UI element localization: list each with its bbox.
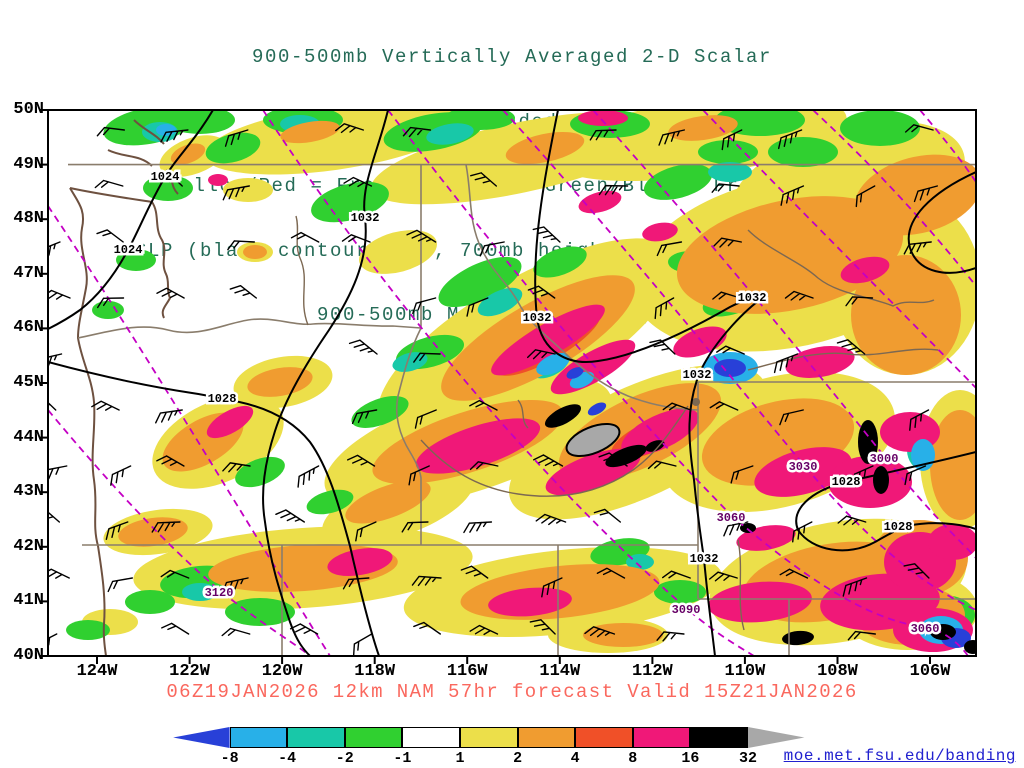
mslp-contours xyxy=(48,110,976,656)
lat-tick-label: 43N xyxy=(13,482,44,502)
colorbar-tick-label: -4 xyxy=(278,750,297,767)
geography-layer xyxy=(68,119,976,656)
lon-tick-label: 116W xyxy=(446,662,488,681)
colorbar-tick-label: 8 xyxy=(628,750,638,767)
height-contour-label: 3090 xyxy=(672,603,701,617)
lon-tick-label: 110W xyxy=(724,662,766,681)
site-link[interactable]: moe.met.fsu.edu/banding xyxy=(783,747,1016,765)
lat-tick-label: 45N xyxy=(13,373,44,392)
frontogenesis-shading xyxy=(66,110,976,654)
colorbar-segment xyxy=(229,727,288,748)
lat-tick-label: 48N xyxy=(13,209,44,229)
colorbar-tick-label: 2 xyxy=(513,750,523,767)
colorbar-tick-label: -8 xyxy=(220,750,239,767)
lon-tick-label: 118W xyxy=(354,662,396,681)
colorbar-segment xyxy=(632,727,691,748)
weather-map: 1024 1024 1032 1032 1032 1032 1028 1028 … xyxy=(40,109,977,664)
colorbar-segment xyxy=(575,727,633,748)
mslp-contour-label: 1028 xyxy=(832,475,861,489)
lon-tick-label: 112W xyxy=(631,662,673,681)
lat-tick-label: 50N xyxy=(13,100,44,119)
colorbar-segment xyxy=(402,727,460,748)
mslp-contour-label: 1032 xyxy=(738,291,767,305)
mslp-contour-label: 1028 xyxy=(208,392,237,406)
colorbar-segment xyxy=(690,727,748,748)
height-contour-label: 3000 xyxy=(870,452,899,466)
colorbar-tick-label: -2 xyxy=(335,750,354,767)
lon-tick-label: 120W xyxy=(261,662,303,681)
lat-tick-label: 42N xyxy=(13,536,44,556)
colorbar-segment xyxy=(344,727,403,748)
mslp-contour-label: 1032 xyxy=(690,552,719,566)
colorbar xyxy=(172,727,806,748)
colorbar-tick-label: 4 xyxy=(570,750,580,767)
height-contour-label: 3060 xyxy=(911,622,940,636)
colorbar-segment xyxy=(459,727,518,748)
mslp-contour-label: 1032 xyxy=(351,211,380,225)
colorbar-segment xyxy=(747,727,805,748)
mslp-contour-label: 1028 xyxy=(884,520,913,534)
lat-tick-label: 41N xyxy=(13,591,44,611)
lon-tick-label: 124W xyxy=(76,662,118,681)
mslp-contour-label: 1032 xyxy=(523,311,552,325)
height-contour-label: 3030 xyxy=(789,460,818,474)
mslp-contour-label: 1024 xyxy=(114,243,143,257)
lon-tick-label: 106W xyxy=(909,662,951,681)
lon-tick-label: 108W xyxy=(817,662,858,681)
lon-tick-label: 122W xyxy=(169,662,210,681)
lat-tick-label: 49N xyxy=(13,154,44,174)
axis-tick-marks xyxy=(40,109,931,664)
forecast-valid-line: 06Z19JAN2026 12km NAM 57hr forecast Vali… xyxy=(166,681,858,703)
height-contour-label: 3120 xyxy=(205,586,234,600)
contour-labels: 1024 1024 1032 1032 1032 1032 1028 1028 … xyxy=(111,168,942,639)
lon-tick-label: 114W xyxy=(539,662,581,681)
height-contour-label: 3060 xyxy=(717,511,746,525)
colorbar-tick-label: 16 xyxy=(681,750,700,767)
lat-tick-label: 46N xyxy=(13,318,44,338)
colorbar-segment xyxy=(517,727,576,748)
mslp-contour-label: 1032 xyxy=(683,368,712,382)
colorbar-tick-labels: -8 -4 -2 -1 1 2 4 8 16 32 xyxy=(172,750,806,768)
colorbar-tick-label: 32 xyxy=(738,750,757,767)
height-contours-700mb xyxy=(48,110,976,656)
lat-tick-label: 44N xyxy=(13,427,44,447)
title-line: 900-500mb Vertically Averaged 2-D Scalar xyxy=(251,46,773,68)
lat-tick-label: 47N xyxy=(13,263,44,283)
colorbar-segment xyxy=(287,727,345,748)
colorbar-tick-label: -1 xyxy=(393,750,412,767)
colorbar-tick-label: 1 xyxy=(455,750,465,767)
mslp-contour-label: 1024 xyxy=(151,170,180,184)
lat-tick-label: 40N xyxy=(13,646,44,665)
colorbar-segment xyxy=(173,727,230,748)
